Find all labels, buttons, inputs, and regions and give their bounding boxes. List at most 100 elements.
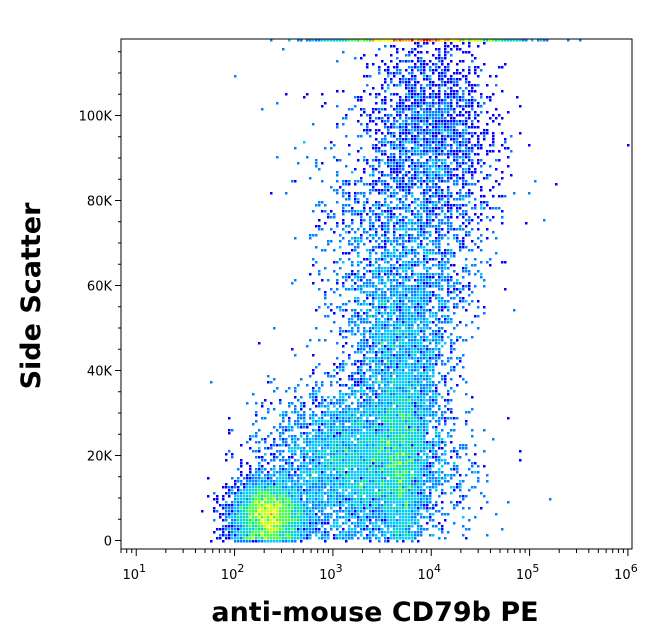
event-dot — [378, 72, 381, 75]
event-dot — [405, 375, 408, 378]
event-dot — [231, 453, 234, 456]
event-dot — [390, 342, 393, 345]
event-dot — [429, 495, 432, 498]
event-dot — [399, 414, 402, 417]
event-dot — [483, 279, 486, 282]
event-dot — [405, 225, 408, 228]
event-dot — [399, 258, 402, 261]
event-dot — [390, 375, 393, 378]
event-dot — [360, 240, 363, 243]
event-dot — [285, 444, 288, 447]
event-dot — [348, 378, 351, 381]
event-dot — [420, 513, 423, 516]
event-dot — [288, 405, 291, 408]
event-dot — [369, 432, 372, 435]
event-dot — [240, 519, 243, 522]
event-dot — [360, 438, 363, 441]
event-dot — [267, 519, 270, 522]
event-dot — [462, 495, 465, 498]
event-dot — [369, 507, 372, 510]
event-dot — [306, 450, 309, 453]
event-dot — [486, 261, 489, 264]
event-dot — [240, 525, 243, 528]
event-dot — [345, 426, 348, 429]
event-dot — [465, 453, 468, 456]
event-dot — [426, 324, 429, 327]
event-dot — [393, 342, 396, 345]
event-dot — [384, 507, 387, 510]
event-dot — [372, 429, 375, 432]
event-dot — [420, 336, 423, 339]
event-dot — [393, 429, 396, 432]
event-dot — [375, 309, 378, 312]
event-dot — [336, 426, 339, 429]
event-dot — [360, 315, 363, 318]
event-dot — [420, 489, 423, 492]
event-dot — [360, 465, 363, 468]
event-dot — [438, 300, 441, 303]
event-dot — [423, 123, 426, 126]
event-dot — [366, 399, 369, 402]
event-dot — [378, 303, 381, 306]
event-dot — [249, 537, 252, 540]
event-dot — [468, 270, 471, 273]
event-dot — [336, 414, 339, 417]
event-dot — [225, 504, 228, 507]
event-dot — [228, 486, 231, 489]
event-dot — [390, 504, 393, 507]
event-dot — [351, 219, 354, 222]
event-dot — [369, 429, 372, 432]
event-dot — [432, 483, 435, 486]
event-dot — [342, 180, 345, 183]
event-dot — [423, 369, 426, 372]
event-dot — [381, 315, 384, 318]
event-dot — [264, 516, 267, 519]
event-dot — [444, 234, 447, 237]
event-dot — [219, 537, 222, 540]
event-dot — [399, 375, 402, 378]
event-dot — [360, 417, 363, 420]
event-dot — [351, 171, 354, 174]
event-dot — [318, 537, 321, 540]
event-dot — [303, 417, 306, 420]
event-dot — [321, 534, 324, 537]
event-dot — [345, 432, 348, 435]
event-dot — [282, 432, 285, 435]
event-dot — [354, 474, 357, 477]
event-dot — [369, 249, 372, 252]
event-dot — [471, 396, 474, 399]
event-dot — [363, 333, 366, 336]
event-dot — [291, 429, 294, 432]
event-dot — [435, 450, 438, 453]
event-dot — [396, 462, 399, 465]
event-dot — [462, 306, 465, 309]
event-dot — [378, 465, 381, 468]
event-dot — [234, 531, 237, 534]
event-dot — [360, 210, 363, 213]
event-dot — [372, 495, 375, 498]
event-dot — [393, 534, 396, 537]
event-dot — [387, 417, 390, 420]
event-dot — [474, 486, 477, 489]
event-dot — [420, 444, 423, 447]
event-dot — [417, 306, 420, 309]
event-dot — [450, 399, 453, 402]
event-dot — [354, 501, 357, 504]
event-dot — [306, 462, 309, 465]
event-dot — [294, 441, 297, 444]
event-dot — [393, 456, 396, 459]
event-dot — [333, 411, 336, 414]
event-dot — [399, 360, 402, 363]
event-dot — [435, 420, 438, 423]
event-dot — [324, 447, 327, 450]
event-dot — [243, 498, 246, 501]
event-dot — [336, 480, 339, 483]
event-dot — [423, 267, 426, 270]
event-dot — [384, 390, 387, 393]
event-dot — [363, 219, 366, 222]
event-dot — [354, 522, 357, 525]
event-dot — [294, 387, 297, 390]
event-dot — [327, 426, 330, 429]
event-dot — [405, 324, 408, 327]
event-dot — [342, 369, 345, 372]
